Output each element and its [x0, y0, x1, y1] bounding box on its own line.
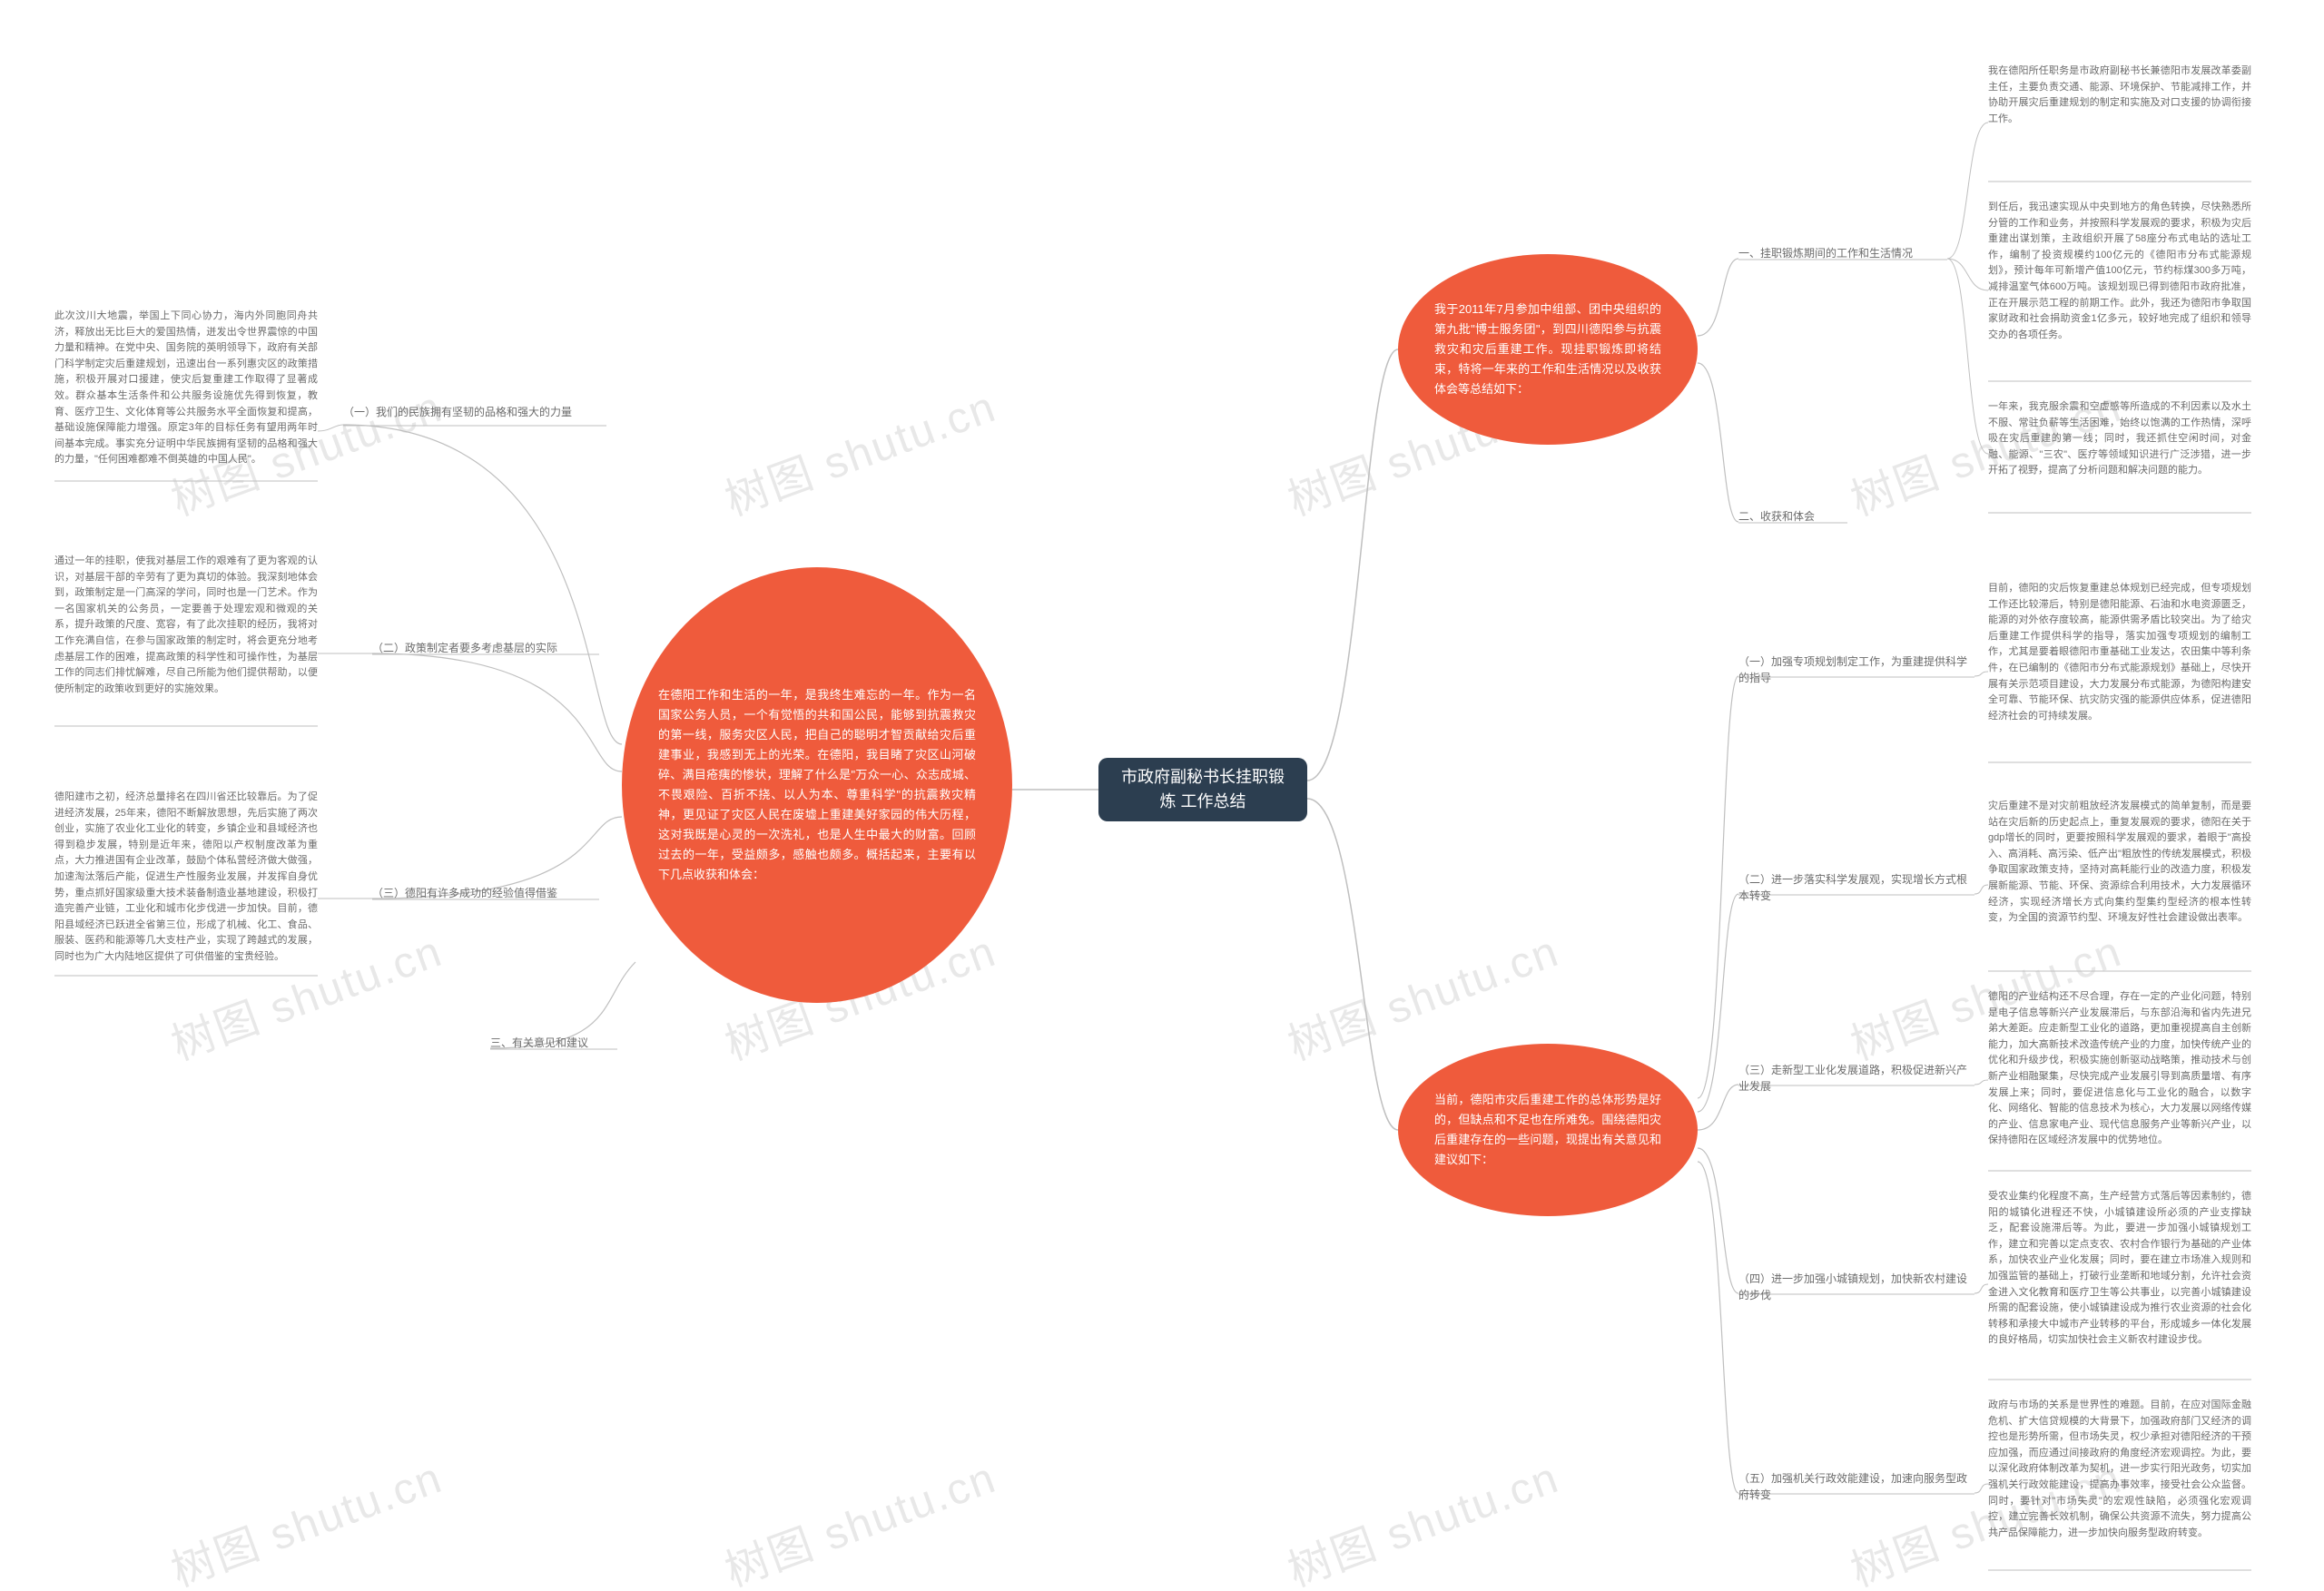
- leaf-l2-label[interactable]: （二）政策制定者要多考虑基层的实际: [372, 640, 599, 656]
- leaf-r2b-body: 灾后重建不是对灾前粗放经济发展模式的简单复制，而是要站在灾后新的历史起点上，重复…: [1988, 799, 2251, 927]
- center-node[interactable]: 市政府副秘书长挂职锻炼 工作总结: [1098, 758, 1307, 821]
- leaf-r2e-body: 政府与市场的关系是世界性的难题。目前，在应对国际金融危机、扩大信贷规模的大背景下…: [1988, 1398, 2251, 1541]
- leaf-r1a-label[interactable]: 一、挂职锻炼期间的工作和生活情况: [1738, 245, 1947, 261]
- branch-right-top-text: 我于2011年7月参加中组部、团中央组织的第九批"博士服务团"，到四川德阳参与抗…: [1434, 300, 1661, 399]
- watermark: 树图 shutu.cn: [161, 1442, 449, 1591]
- leaf-r1a-body-1: 我在德阳所任职务是市政府副秘书长兼德阳市发展改革委副主任，主要负责交通、能源、环…: [1988, 64, 2251, 127]
- center-node-text: 市政府副秘书长挂职锻炼 工作总结: [1120, 765, 1285, 814]
- leaf-r2a-body: 目前，德阳的灾后恢复重建总体规划已经完成，但专项规划工作还比较滞后，特别是德阳能…: [1988, 581, 2251, 724]
- leaf-l1-body: 此次汶川大地震，举国上下同心协力，海内外同胞同舟共济，释放出无比巨大的爱国热情，…: [54, 309, 318, 468]
- leaf-l3-body: 德阳建市之初，经济总量排名在四川省还比较靠后。为了促进经济发展，25年来，德阳不…: [54, 790, 318, 966]
- leaf-l4-label[interactable]: 三、有关意见和建议: [490, 1035, 617, 1051]
- leaf-r1b-label[interactable]: 二、收获和体会: [1738, 508, 1847, 525]
- leaf-r2a-label[interactable]: （一）加强专项规划制定工作，为重建提供科学的指导: [1738, 653, 1974, 686]
- leaf-r2c-label[interactable]: （三）走新型工业化发展道路，积极促进新兴产业发展: [1738, 1062, 1974, 1095]
- leaf-l2-body: 通过一年的挂职，使我对基层工作的艰难有了更为客观的认识，对基层干部的辛劳有了更为…: [54, 554, 318, 697]
- branch-left-main-text: 在德阳工作和生活的一年，是我终生难忘的一年。作为一名国家公务人员，一个有觉悟的共…: [658, 685, 976, 886]
- watermark: 树图 shutu.cn: [714, 1442, 1003, 1591]
- branch-right-bottom[interactable]: 当前，德阳市灾后重建工作的总体形势是好的，但缺点和不足也在所难免。围绕德阳灾后重…: [1398, 1044, 1698, 1216]
- leaf-r2b-label[interactable]: （二）进一步落实科学发展观，实现增长方式根本转变: [1738, 871, 1974, 904]
- branch-right-bottom-text: 当前，德阳市灾后重建工作的总体形势是好的，但缺点和不足也在所难免。围绕德阳灾后重…: [1434, 1090, 1661, 1170]
- watermark: 树图 shutu.cn: [714, 371, 1003, 528]
- leaf-r1a-body-3: 一年来，我克服余震和空虚感等所造成的不利因素以及水土不服、常驻负薪等生活困难，始…: [1988, 399, 2251, 479]
- leaf-l3-label[interactable]: （三）德阳有许多成功的经验值得借鉴: [372, 885, 599, 901]
- leaf-r2c-body: 德阳的产业结构还不尽合理，存在一定的产业化问题，特别是电子信息等新兴产业发展滞后…: [1988, 989, 2251, 1149]
- leaf-l1-label[interactable]: （一）我们的民族拥有坚韧的品格和强大的力量: [343, 404, 606, 420]
- leaf-r2d-label[interactable]: （四）进一步加强小城镇规划，加快新农村建设的步伐: [1738, 1271, 1974, 1303]
- branch-right-top[interactable]: 我于2011年7月参加中组部、团中央组织的第九批"博士服务团"，到四川德阳参与抗…: [1398, 254, 1698, 445]
- branch-left-main[interactable]: 在德阳工作和生活的一年，是我终生难忘的一年。作为一名国家公务人员，一个有觉悟的共…: [622, 567, 1012, 1003]
- watermark: 树图 shutu.cn: [1277, 1442, 1566, 1591]
- leaf-r2d-body: 受农业集约化程度不高，生产经营方式落后等因素制约，德阳的城镇化进程还不快，小城镇…: [1988, 1189, 2251, 1349]
- leaf-r1a-body-2: 到任后，我迅速实现从中央到地方的角色转换，尽快熟悉所分管的工作和业务，并按照科学…: [1988, 200, 2251, 343]
- leaf-r2e-label[interactable]: （五）加强机关行政效能建设，加速向服务型政府转变: [1738, 1470, 1974, 1503]
